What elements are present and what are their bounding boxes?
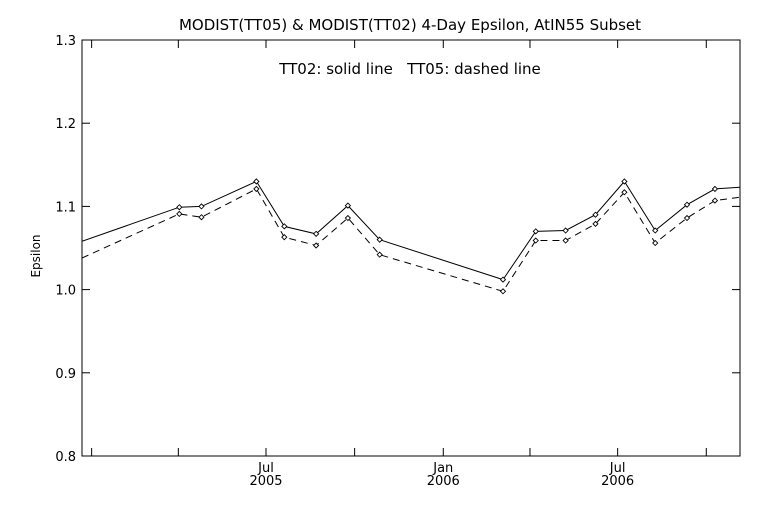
data-point-tt05	[344, 214, 352, 222]
data-point-tt02	[281, 223, 288, 230]
data-point-tt02	[652, 227, 659, 234]
x-tick-label-month: Jan	[432, 461, 453, 476]
data-point-tt05	[562, 237, 569, 244]
x-tick-label-month: Jul	[609, 461, 626, 476]
series-line-tt02	[82, 180, 740, 281]
y-tick-label: 0.9	[55, 367, 76, 382]
data-point-tt02	[312, 230, 320, 237]
data-point-tt05	[281, 234, 288, 241]
data-point-tt02	[253, 178, 260, 185]
y-axis-label: Epsilon	[29, 234, 43, 277]
data-point-tt02	[344, 202, 352, 209]
y-tick-label: 1.0	[55, 284, 76, 299]
series-layer	[82, 178, 740, 295]
data-point-tt02	[532, 228, 539, 235]
data-point-tt05	[198, 214, 205, 221]
chart-title: MODIST(TT05) & MODIST(TT02) 4-Day Epsilo…	[179, 16, 641, 34]
data-point-tt02	[176, 204, 183, 211]
data-point-tt02	[683, 201, 691, 208]
data-point-tt05	[652, 239, 659, 247]
data-point-tt05	[621, 189, 628, 196]
data-point-tt05	[176, 210, 183, 218]
x-tick-label-year: 2005	[249, 474, 282, 489]
x-tick-label-year: 2006	[601, 474, 634, 489]
data-point-tt02	[499, 276, 507, 283]
data-point-tt05	[312, 242, 320, 249]
data-point-tt05	[532, 237, 539, 244]
data-point-tt02	[592, 211, 599, 218]
data-point-tt02	[562, 227, 569, 234]
data-point-tt05	[499, 288, 507, 295]
x-tick-label-year: 2006	[427, 474, 460, 489]
y-tick-label: 1.2	[55, 117, 76, 132]
y-tick-label: 1.1	[55, 200, 76, 215]
data-point-tt05	[592, 220, 599, 228]
series-line-tt05	[82, 188, 740, 292]
legend-annotation: TT02: solid line TT05: dashed line	[278, 60, 541, 78]
data-point-tt05	[253, 185, 260, 193]
data-point-tt05	[376, 251, 383, 258]
data-point-tt05	[683, 214, 691, 222]
y-tick-label: 1.3	[55, 34, 76, 49]
y-tick-label: 0.8	[55, 450, 76, 465]
data-point-tt02	[711, 185, 719, 193]
data-point-tt02	[621, 178, 628, 185]
data-point-tt02	[376, 236, 383, 243]
data-point-tt02	[198, 203, 205, 210]
plot-frame	[81, 39, 741, 457]
data-point-tt05	[711, 197, 719, 204]
x-tick-label-month: Jul	[257, 461, 274, 476]
